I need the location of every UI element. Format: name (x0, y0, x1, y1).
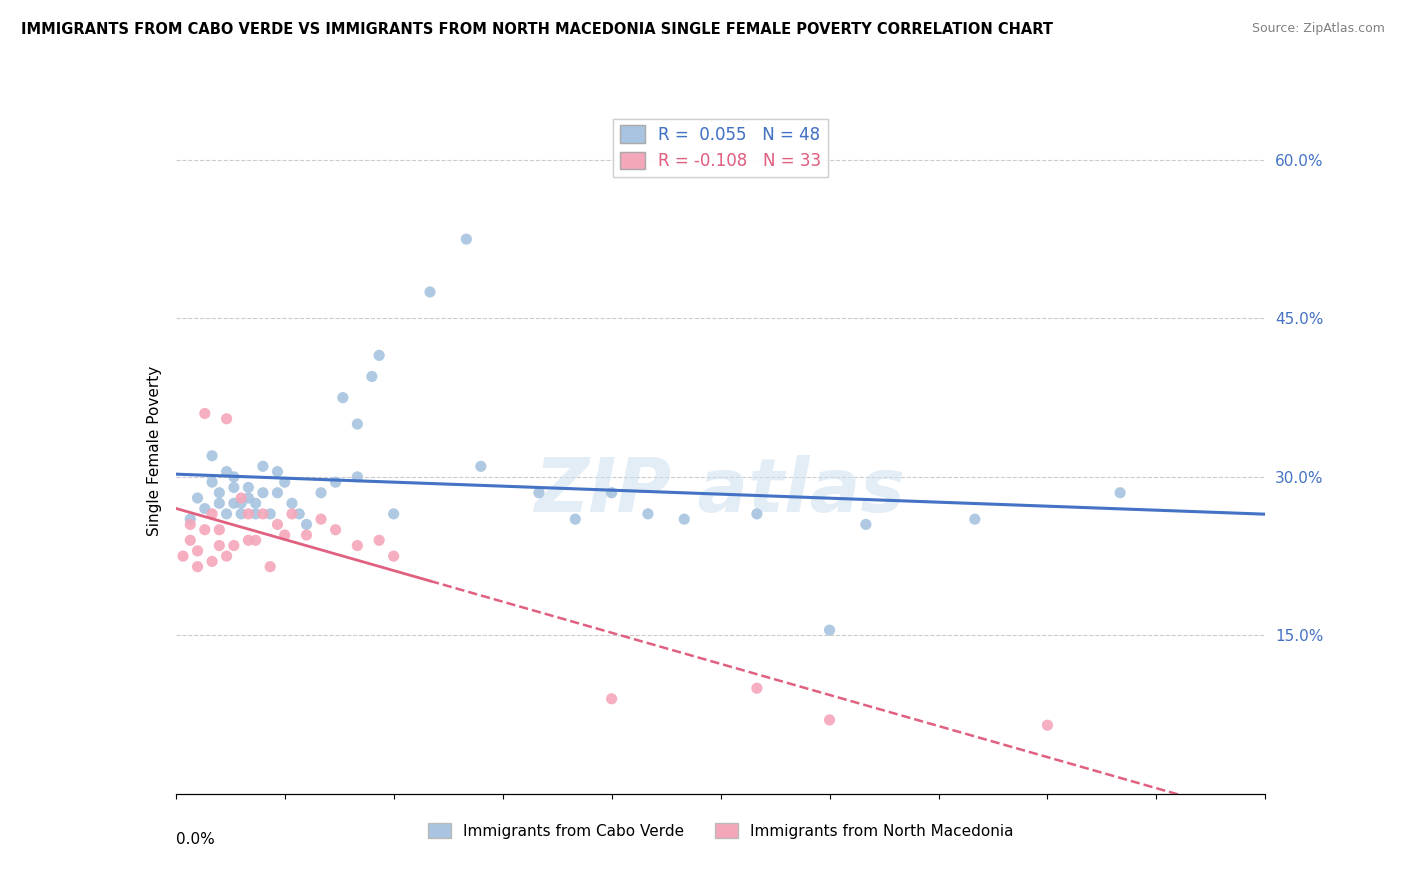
Point (527, 485, 550, 500)
Point (186, 559, 209, 574)
Point (360, 369, 382, 384)
Point (215, 549, 238, 563)
Point (288, 507, 311, 521)
Point (172, 549, 194, 563)
Point (382, 549, 405, 563)
Point (325, 523, 347, 537)
Point (194, 501, 217, 516)
Point (295, 528, 318, 542)
Point (215, 507, 238, 521)
Point (745, 681, 768, 696)
Point (309, 485, 332, 500)
Point (673, 512, 696, 526)
Point (238, 480, 260, 494)
Legend: R =  0.055   N = 48, R = -0.108   N = 33: R = 0.055 N = 48, R = -0.108 N = 33 (613, 119, 828, 177)
Point (346, 470, 368, 484)
Point (281, 507, 304, 521)
Point (208, 539, 231, 553)
Point (222, 470, 245, 484)
Point (222, 496, 245, 510)
Point (201, 507, 224, 521)
Point (600, 691, 623, 706)
Point (470, 459, 492, 474)
Point (855, 517, 877, 532)
Point (252, 459, 274, 474)
Point (238, 491, 260, 505)
Text: IMMIGRANTS FROM CABO VERDE VS IMMIGRANTS FROM NORTH MACEDONIA SINGLE FEMALE POVE: IMMIGRANTS FROM CABO VERDE VS IMMIGRANTS… (21, 22, 1053, 37)
Text: Source: ZipAtlas.com: Source: ZipAtlas.com (1251, 22, 1385, 36)
Point (600, 485, 623, 500)
Point (325, 475, 347, 490)
Point (368, 533, 391, 548)
Point (745, 507, 768, 521)
Point (208, 485, 231, 500)
Point (259, 507, 281, 521)
Point (215, 411, 238, 425)
Point (346, 539, 368, 553)
Point (245, 507, 267, 521)
Point (1109, 485, 1132, 500)
Point (456, 232, 478, 246)
Point (245, 496, 267, 510)
Point (818, 713, 841, 727)
Point (564, 512, 586, 526)
Point (419, 285, 441, 299)
Point (186, 544, 209, 558)
Point (266, 465, 288, 479)
Point (186, 491, 209, 505)
Point (179, 533, 201, 548)
Point (252, 507, 274, 521)
Y-axis label: Single Female Poverty: Single Female Poverty (146, 366, 162, 535)
Point (637, 507, 659, 521)
Point (208, 523, 231, 537)
Point (179, 517, 201, 532)
Point (201, 449, 224, 463)
Point (231, 496, 253, 510)
Point (222, 539, 245, 553)
Point (259, 559, 281, 574)
Point (309, 512, 332, 526)
Point (281, 496, 304, 510)
Point (295, 517, 318, 532)
Point (1036, 718, 1059, 732)
Point (201, 475, 224, 490)
Point (208, 496, 231, 510)
Point (231, 507, 253, 521)
Point (266, 485, 288, 500)
Point (231, 491, 253, 505)
Point (179, 512, 201, 526)
Point (274, 528, 297, 542)
Point (963, 512, 986, 526)
Point (201, 554, 224, 568)
Point (238, 533, 260, 548)
Point (222, 480, 245, 494)
Point (332, 391, 354, 405)
Point (818, 623, 841, 637)
Point (194, 523, 217, 537)
Point (266, 517, 288, 532)
Point (252, 485, 274, 500)
Point (274, 475, 297, 490)
Point (194, 407, 217, 421)
Text: 0.0%: 0.0% (176, 831, 215, 847)
Point (382, 507, 405, 521)
Point (346, 417, 368, 431)
Point (245, 533, 267, 548)
Point (368, 348, 391, 362)
Point (215, 465, 238, 479)
Point (238, 507, 260, 521)
Text: ZIP atlas: ZIP atlas (536, 455, 905, 528)
